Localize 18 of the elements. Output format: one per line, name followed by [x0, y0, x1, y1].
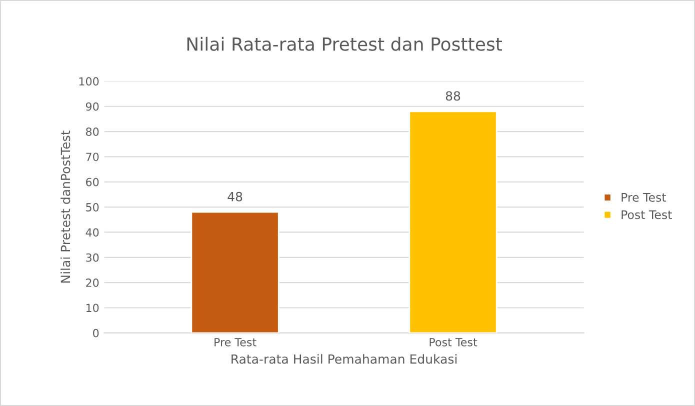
legend-label: Post Test	[622, 210, 672, 220]
y-tick-label: 60	[86, 178, 99, 186]
y-tick-label: 70	[86, 152, 99, 162]
y-tick-label: 0	[93, 328, 99, 338]
chart-title: Nilai Rata-rata Pretest dan Posttest	[187, 36, 502, 51]
y-tick-label: 100	[79, 77, 99, 86]
data-label: 48	[228, 192, 242, 202]
legend-label: Pre Test	[622, 193, 666, 202]
y-tick-label: 80	[86, 128, 99, 136]
y-axis-title: Nilai Pretest danPostTest	[60, 130, 70, 283]
y-tick-label: 90	[86, 102, 99, 111]
y-tick-label: 20	[86, 278, 99, 287]
y-tick-label: 30	[86, 253, 99, 262]
y-tick-label: 10	[86, 304, 99, 312]
data-label: 88	[446, 91, 460, 101]
y-tick-label: 40	[86, 228, 99, 237]
x-axis-title: Rata-rata Hasil Pemahaman Edukasi	[232, 354, 457, 364]
y-tick-label: 50	[86, 203, 99, 212]
